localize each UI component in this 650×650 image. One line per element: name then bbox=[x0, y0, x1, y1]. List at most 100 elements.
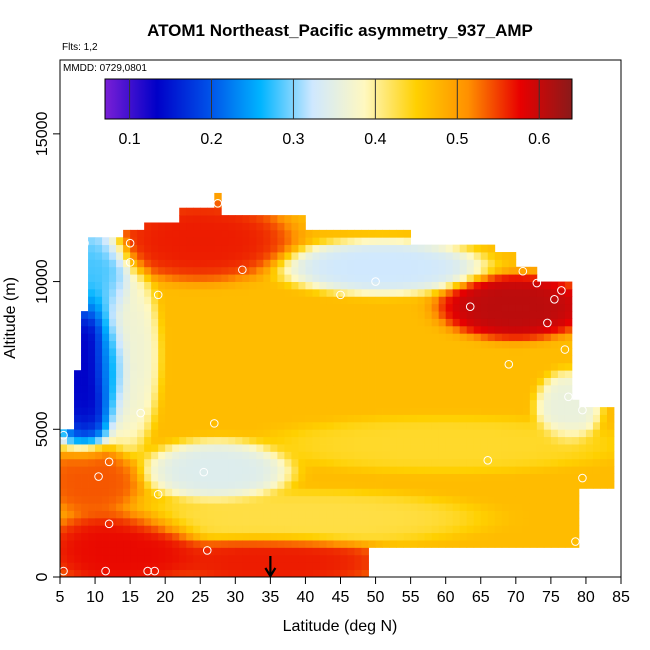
heatmap-cell bbox=[179, 266, 187, 275]
heatmap-cell bbox=[564, 473, 573, 482]
heatmap-cell bbox=[319, 473, 327, 482]
heatmap-cell bbox=[410, 414, 419, 423]
heatmap-cell bbox=[151, 473, 159, 482]
heatmap-cell bbox=[557, 488, 566, 497]
heatmap-cell bbox=[319, 348, 327, 356]
heatmap-cell bbox=[501, 370, 510, 378]
heatmap-cell bbox=[298, 288, 306, 297]
heatmap-cell bbox=[333, 362, 341, 371]
heatmap-cell bbox=[368, 466, 376, 474]
heatmap-cell bbox=[200, 444, 208, 452]
heatmap-cell bbox=[431, 281, 440, 290]
heatmap-cell bbox=[501, 451, 510, 460]
heatmap-cell bbox=[144, 274, 152, 282]
heatmap-cell bbox=[431, 480, 440, 489]
heatmap-cell bbox=[172, 466, 180, 474]
heatmap-cell bbox=[186, 259, 194, 268]
heatmap-cell bbox=[165, 384, 173, 393]
heatmap-cell bbox=[354, 281, 362, 290]
heatmap-cell bbox=[354, 517, 362, 526]
heatmap-cell bbox=[60, 554, 68, 563]
heatmap-cell bbox=[431, 259, 440, 268]
heatmap-cell bbox=[515, 333, 524, 342]
heatmap-cell bbox=[249, 495, 257, 504]
heatmap-cell bbox=[116, 392, 124, 401]
heatmap-cell bbox=[95, 348, 103, 356]
heatmap-cell bbox=[319, 399, 327, 408]
heatmap-cell bbox=[67, 466, 75, 474]
heatmap-cell bbox=[417, 458, 426, 467]
heatmap-cell bbox=[424, 370, 433, 378]
heatmap-cell bbox=[403, 318, 412, 327]
observation-point bbox=[104, 519, 114, 529]
heatmap-cell bbox=[158, 458, 166, 467]
heatmap-cell bbox=[228, 288, 236, 297]
heatmap-cell bbox=[179, 503, 187, 511]
heatmap-cell bbox=[480, 281, 489, 290]
heatmap-cell bbox=[277, 547, 285, 556]
heatmap-cell bbox=[200, 244, 208, 253]
heatmap-cell bbox=[438, 370, 447, 378]
heatmap-cell bbox=[466, 466, 475, 474]
heatmap-cell bbox=[382, 399, 390, 408]
heatmap-cell bbox=[459, 510, 468, 519]
heatmap-cell bbox=[235, 318, 243, 327]
heatmap-cell bbox=[550, 333, 559, 342]
heatmap-cell bbox=[403, 252, 412, 260]
heatmap-cell bbox=[193, 207, 201, 216]
heatmap-cell bbox=[193, 414, 201, 423]
heatmap-cell bbox=[256, 392, 264, 401]
heatmap-cell bbox=[109, 362, 117, 371]
heatmap-cell bbox=[123, 495, 131, 504]
heatmap-cell bbox=[165, 392, 173, 401]
heatmap-cell bbox=[263, 458, 271, 467]
heatmap-cell bbox=[74, 480, 82, 489]
heatmap-cell bbox=[186, 348, 194, 356]
heatmap-cell bbox=[165, 296, 173, 305]
heatmap-cell bbox=[298, 384, 306, 393]
heatmap-cell bbox=[214, 503, 222, 511]
heatmap-cell bbox=[207, 340, 215, 349]
heatmap-cell bbox=[494, 392, 503, 401]
heatmap-cell bbox=[109, 451, 117, 460]
heatmap-cell bbox=[123, 444, 131, 452]
heatmap-cell bbox=[207, 451, 215, 460]
heatmap-cell bbox=[221, 473, 229, 482]
heatmap-cell bbox=[459, 259, 468, 268]
heatmap-cell bbox=[564, 333, 573, 342]
heatmap-cell bbox=[102, 414, 110, 423]
heatmap-cell bbox=[207, 288, 215, 297]
heatmap-cell bbox=[445, 311, 454, 319]
heatmap-cell bbox=[228, 311, 236, 319]
heatmap-cell bbox=[487, 444, 496, 452]
heatmap-cell bbox=[361, 237, 369, 246]
heatmap-cell bbox=[235, 274, 243, 282]
heatmap-cell bbox=[130, 532, 138, 541]
heatmap-cell bbox=[214, 252, 222, 260]
heatmap-cell bbox=[354, 458, 362, 467]
heatmap-cell bbox=[459, 266, 468, 275]
heatmap-cell bbox=[102, 348, 110, 356]
heatmap-cell bbox=[116, 333, 124, 342]
heatmap-cell bbox=[88, 569, 96, 578]
heatmap-cell bbox=[417, 325, 426, 334]
heatmap-cell bbox=[424, 473, 433, 482]
heatmap-cell bbox=[585, 407, 594, 415]
heatmap-cell bbox=[473, 525, 482, 534]
heatmap-cell bbox=[564, 296, 573, 305]
heatmap-cell bbox=[312, 281, 320, 290]
heatmap-cell bbox=[326, 274, 334, 282]
heatmap-cell bbox=[109, 259, 117, 268]
heatmap-cell bbox=[606, 451, 615, 460]
heatmap-cell bbox=[291, 384, 299, 393]
heatmap-cell bbox=[312, 488, 320, 497]
heatmap-cell bbox=[312, 407, 320, 415]
heatmap-cell bbox=[270, 362, 278, 371]
heatmap-cell bbox=[452, 370, 461, 378]
heatmap-cell bbox=[438, 303, 447, 312]
heatmap-cell bbox=[221, 362, 229, 371]
heatmap-cell bbox=[550, 473, 559, 482]
heatmap-cell bbox=[95, 288, 103, 297]
heatmap-cell bbox=[375, 392, 383, 401]
heatmap-cell bbox=[74, 525, 82, 534]
